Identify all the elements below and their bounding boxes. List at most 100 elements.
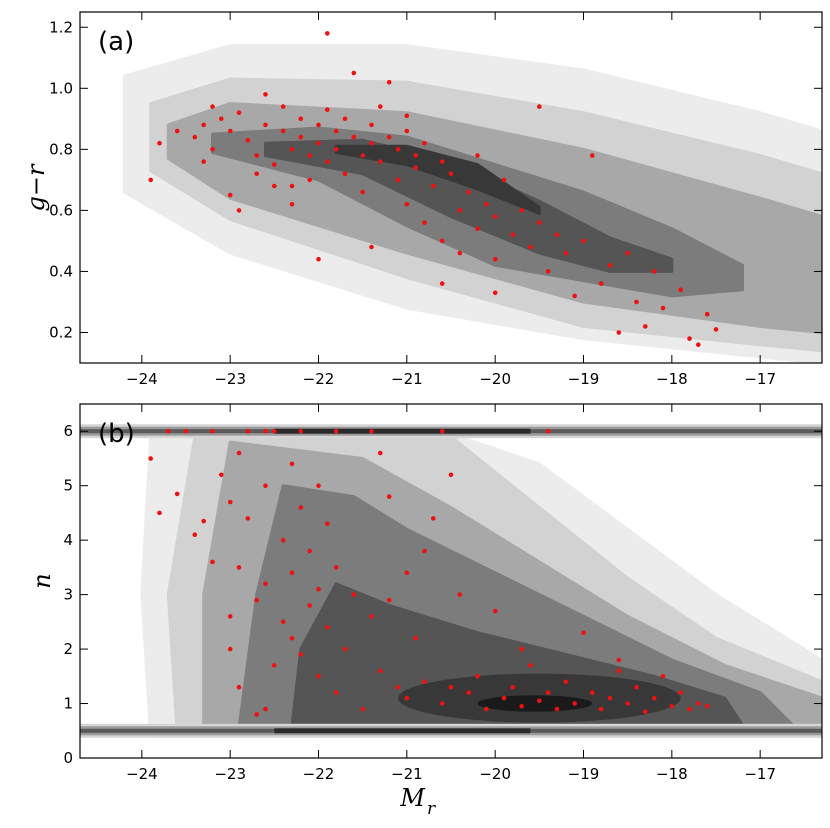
scatter-point: [386, 134, 392, 140]
scatter-point: [210, 147, 215, 152]
y-tick-label: 0.4: [49, 262, 73, 280]
scatter-point: [280, 128, 286, 134]
scatter-point: [148, 177, 153, 183]
scatter-point: [316, 122, 321, 128]
scatter-points-b: [148, 428, 710, 717]
scatter-point: [413, 153, 419, 158]
scatter-point: [227, 646, 233, 652]
scatter-point: [192, 134, 198, 140]
scatter-point: [351, 134, 357, 140]
scatter-point: [174, 491, 180, 497]
scatter-point: [404, 570, 410, 576]
scatter-point: [625, 701, 630, 706]
panel-label-a: (a): [98, 27, 134, 57]
scatter-point: [316, 140, 321, 146]
x-tick-label: −19: [568, 765, 600, 783]
scatter-point: [404, 128, 410, 134]
scatter-point: [634, 684, 639, 690]
scatter-point: [519, 208, 524, 213]
scatter-point: [528, 244, 533, 250]
scatter-point: [263, 483, 268, 489]
scatter-point: [448, 684, 454, 690]
scatter-point: [263, 92, 268, 97]
scatter-point: [590, 153, 595, 158]
scatter-point: [404, 695, 410, 701]
scatter-point: [598, 706, 604, 712]
x-axis-label: M r: [399, 784, 436, 819]
scatter-point: [351, 592, 357, 597]
scatter-point: [696, 701, 701, 706]
scatter-point: [263, 428, 268, 434]
scatter-point: [448, 472, 454, 478]
scatter-point: [422, 548, 427, 554]
y-axis-label-b: n: [28, 573, 56, 588]
scatter-point: [484, 202, 489, 207]
scatter-point: [581, 630, 586, 635]
scatter-point: [395, 684, 401, 690]
y-tick-label: 0.8: [49, 140, 73, 158]
x-tick-label: −21: [391, 370, 423, 388]
y-tick-label: 3: [63, 586, 73, 604]
scatter-point: [545, 428, 551, 434]
scatter-point: [439, 238, 445, 244]
scatter-point: [316, 483, 321, 489]
scatter-point: [254, 153, 259, 158]
scatter-point: [157, 510, 162, 516]
scatter-point: [378, 104, 383, 109]
y-tick-label: 6: [63, 422, 73, 440]
scatter-point: [687, 336, 692, 341]
scatter-point: [201, 518, 206, 524]
scatter-point: [422, 679, 427, 685]
scatter-point: [316, 586, 321, 592]
scatter-point: [369, 614, 374, 619]
scatter-point: [395, 147, 401, 152]
scatter-point: [280, 104, 286, 109]
scatter-point: [289, 202, 295, 207]
plot-frame-a: [79, 11, 823, 364]
density-band-core-2: [274, 428, 531, 434]
y-tick-label: 0.2: [49, 323, 73, 341]
scatter-point: [183, 428, 189, 434]
scatter-point: [307, 153, 313, 158]
scatter-point: [678, 690, 683, 695]
scatter-point: [457, 250, 463, 256]
x-tick-label: −22: [303, 765, 335, 783]
scatter-point: [298, 428, 304, 434]
x-tick-label: −22: [303, 370, 335, 388]
panel-a: −24 −23 −22 −21 −20 −19 −18 −17 0.2 0.4 0.6 0.8 1.0…: [22, 11, 823, 388]
scatter-point: [457, 208, 463, 213]
scatter-point: [492, 214, 498, 219]
y-tick-label: 0: [63, 749, 73, 767]
scatter-point: [166, 428, 171, 434]
scatter-point: [245, 137, 251, 143]
scatter-point: [554, 706, 560, 712]
scatter-point: [669, 704, 675, 709]
scatter-point: [439, 281, 445, 286]
scatter-point: [660, 305, 666, 311]
scatter-point: [333, 147, 339, 152]
contour-level-7: [477, 695, 593, 712]
scatter-point: [466, 189, 472, 195]
panel-label-b: (b): [98, 419, 135, 449]
scatter-point: [325, 31, 330, 36]
x-tick-label: −20: [479, 370, 511, 388]
y-ticks-b: 0 1 2 3 4 5 6: [63, 422, 822, 767]
scatter-point: [227, 614, 233, 619]
scatter-point: [201, 122, 206, 128]
scatter-point: [360, 706, 366, 712]
x-tick-label: −21: [391, 765, 423, 783]
scatter-point: [431, 183, 436, 189]
y-tick-label: 2: [63, 640, 73, 658]
y-tick-label: 4: [63, 531, 73, 549]
scatter-point: [404, 113, 410, 119]
scatter-point: [590, 690, 595, 695]
scatter-point: [298, 652, 304, 657]
scatter-point: [325, 107, 330, 112]
scatter-point: [537, 104, 542, 109]
scatter-point: [316, 256, 321, 262]
scatter-point: [395, 177, 401, 183]
scatter-point: [192, 532, 198, 537]
scatter-point: [431, 516, 436, 521]
y-axis-label-a: g−r: [22, 163, 50, 211]
scatter-point: [325, 521, 330, 527]
